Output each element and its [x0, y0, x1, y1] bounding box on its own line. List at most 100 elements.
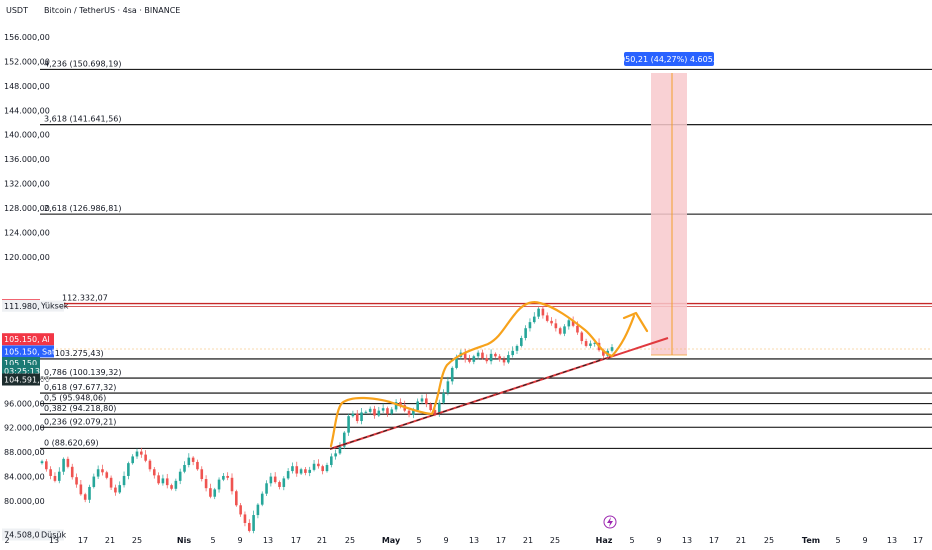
- candle-body: [554, 323, 558, 329]
- time-tick-3: 21: [105, 536, 115, 545]
- price-tick-12: 92.000,00: [4, 424, 45, 433]
- measure-badge: [624, 52, 714, 66]
- time-tick-29: 13: [887, 536, 897, 545]
- fib-label-8: 0,382 (94.218,80): [44, 404, 116, 413]
- candle-body: [260, 493, 264, 505]
- candle-body: [135, 451, 139, 457]
- measure-badge-text: 46.050,21 (44,27%) 4.605.021: [607, 55, 730, 64]
- time-tick-19: Haz: [596, 536, 613, 545]
- candle-body: [213, 489, 217, 497]
- candle-body: [53, 475, 57, 481]
- candle-body: [252, 515, 255, 531]
- time-tick-2: 17: [78, 536, 88, 545]
- time-tick-17: 21: [523, 536, 533, 545]
- time-tick-14: 9: [443, 536, 448, 545]
- candle-body: [152, 469, 156, 476]
- fib-label-6: 0,618 (97.677,32): [44, 383, 116, 392]
- price-tick-0: 156.000,00: [4, 33, 50, 42]
- time-tick-27: 5: [835, 536, 840, 545]
- candle-body: [386, 408, 389, 414]
- candle-body: [148, 460, 152, 470]
- candle-body: [355, 413, 359, 422]
- candle-body: [161, 478, 165, 484]
- candle-body: [334, 453, 337, 457]
- candle-body: [118, 485, 122, 493]
- time-tick-23: 17: [709, 536, 719, 545]
- candle-body: [377, 410, 381, 416]
- candle-body: [217, 479, 221, 490]
- time-tick-25: 25: [764, 536, 774, 545]
- price-tag-5: 03:25:13: [4, 367, 40, 376]
- candle-body: [321, 466, 324, 472]
- low-label: Düşük: [41, 531, 66, 540]
- side-tag-3: Sat: [42, 347, 55, 356]
- side-tag-bg-2: [40, 333, 54, 346]
- candle-body: [200, 469, 204, 480]
- candle-body: [62, 458, 65, 472]
- candle-body: [278, 482, 281, 487]
- candle-body: [187, 457, 191, 465]
- candle-body: [183, 464, 186, 472]
- candle-body: [589, 343, 592, 346]
- time-tick-15: 13: [469, 536, 479, 545]
- candle-body: [291, 466, 294, 472]
- orange-curve-main: [430, 301, 614, 416]
- candle-body: [299, 469, 303, 474]
- candle-body: [580, 332, 584, 342]
- candle-body: [144, 454, 147, 461]
- candle-body: [92, 476, 96, 487]
- candle-body: [425, 398, 428, 404]
- price-tag-2: 105.150,43: [4, 335, 50, 344]
- orange-arrow-shaft: [610, 314, 636, 358]
- fib-label-3: 112.332,07: [62, 294, 108, 303]
- candle-body: [66, 458, 70, 467]
- time-tick-5: Nis: [177, 536, 191, 545]
- time-tick-18: 25: [550, 536, 560, 545]
- low-label-bg: [40, 529, 64, 541]
- time-tick-16: 17: [496, 536, 506, 545]
- candle-body: [165, 478, 169, 486]
- candle-body: [442, 392, 445, 403]
- fib-label-5: 0,786 (100.139,32): [44, 368, 122, 377]
- price-tag-bg-2: [2, 333, 40, 346]
- orange-curve-left: [329, 396, 434, 448]
- price-tick-4: 140.000,00: [4, 131, 50, 140]
- candle-body: [472, 356, 476, 362]
- candle-body: [230, 477, 234, 492]
- candle-body: [494, 353, 497, 357]
- candle-body: [325, 464, 329, 472]
- candle-body: [75, 477, 78, 485]
- candle-body: [209, 488, 212, 497]
- candle-body: [481, 352, 484, 359]
- candle-body: [463, 352, 467, 360]
- price-tag-bg-3: [2, 345, 40, 358]
- price-tick-14: 84.000,00: [4, 473, 45, 482]
- price-tick-15: 80.000,00: [4, 497, 45, 506]
- time-tick-10: 21: [317, 536, 327, 545]
- measure-area: [651, 73, 687, 355]
- candle-body: [429, 403, 432, 411]
- candle-body: [196, 461, 199, 470]
- candle-body: [127, 463, 130, 476]
- candle-body: [351, 413, 355, 417]
- price-tick-11: 96.000,00: [4, 399, 45, 408]
- price-tick-9: 120.000,00: [4, 253, 50, 262]
- time-tick-28: 9: [862, 536, 867, 545]
- price-tag-bg-1: [2, 299, 40, 312]
- time-tick-9: 17: [291, 536, 301, 545]
- candle-body: [338, 446, 342, 454]
- candle-body: [308, 469, 312, 473]
- candle-body: [593, 342, 597, 344]
- candle-body: [235, 491, 238, 506]
- time-tick-24: 21: [736, 536, 746, 545]
- candle-body: [563, 326, 566, 334]
- candle-body: [520, 337, 523, 346]
- candle-body: [282, 478, 286, 487]
- high-label: Yüksek: [40, 302, 69, 311]
- candle-body: [174, 480, 178, 489]
- candle-body: [545, 315, 549, 321]
- measure-rectangle: 46.050,21 (44,27%) 4.605.021: [40, 52, 932, 356]
- lightning-icon[interactable]: [603, 515, 617, 529]
- candle-body: [45, 461, 48, 470]
